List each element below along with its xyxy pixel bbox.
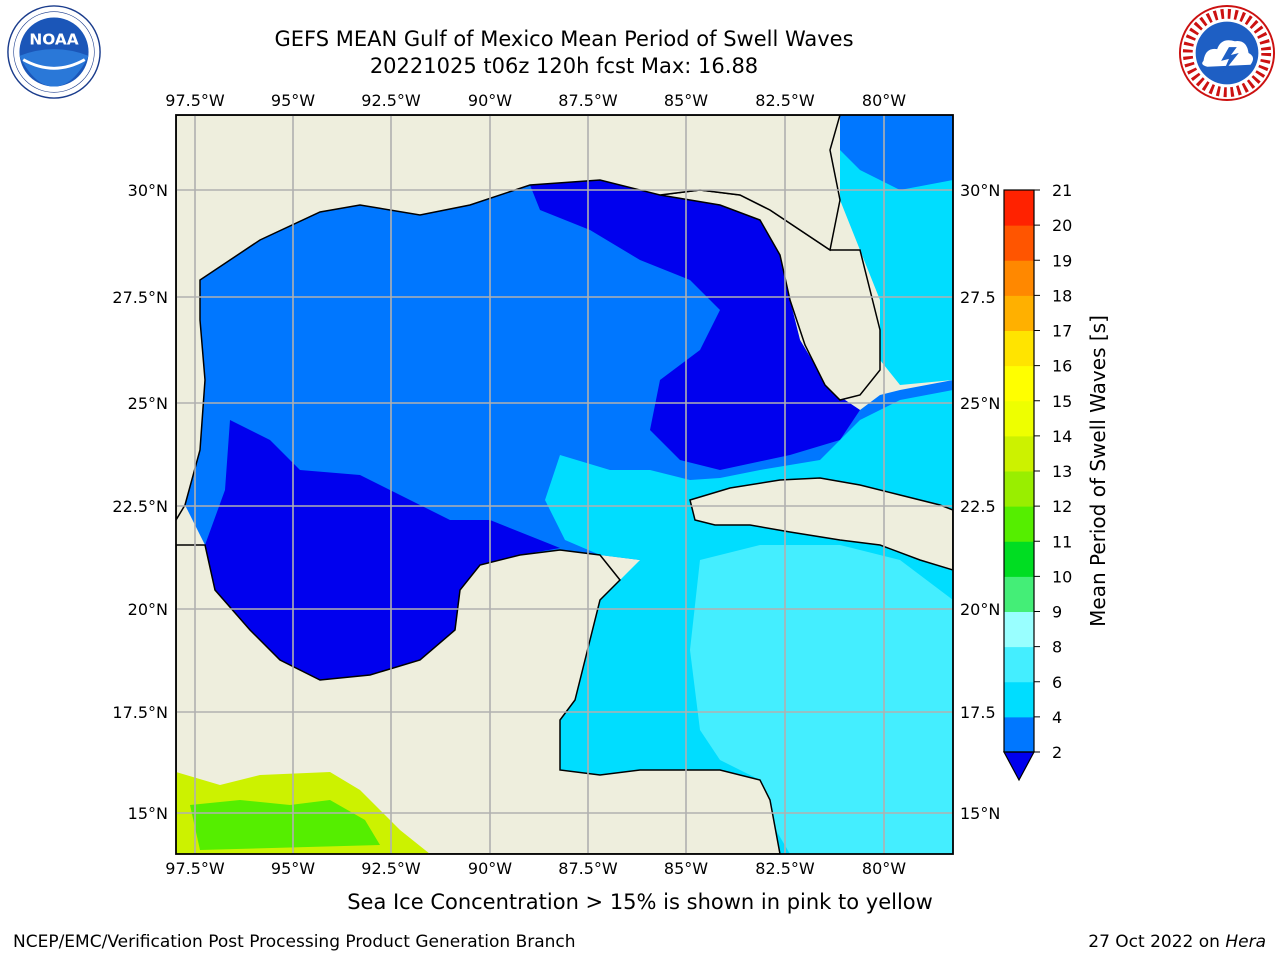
footer-date: 27 Oct 2022 on Hera (1088, 932, 1266, 952)
colorbar-tick-label: 6 (1052, 673, 1062, 692)
lon-label: 85°W (664, 859, 708, 878)
colorbar-segment (1004, 506, 1034, 542)
lon-label: 95°W (271, 859, 315, 878)
colorbar-segment (1004, 681, 1034, 718)
colorbar-tick-label: 21 (1052, 181, 1072, 200)
colorbar-tick-label: 10 (1052, 567, 1072, 586)
lat-label: 22.5 (960, 497, 996, 516)
lon-label: 92.5°W (361, 859, 421, 878)
colorbar-tick-label: 16 (1052, 357, 1072, 376)
colorbar-segment (1004, 611, 1034, 648)
lon-label: 87.5°W (558, 859, 618, 878)
svg-text:NOAA: NOAA (29, 30, 78, 48)
cuba-land (689, 477, 953, 571)
lat-label: 20°N (960, 600, 1000, 619)
colorbar-segment (1004, 400, 1034, 437)
colorbar-segment (1004, 260, 1034, 296)
colorbar-tick-label: 17 (1052, 322, 1072, 341)
lon-label: 90°W (468, 859, 512, 878)
map-area (175, 114, 954, 855)
colorbar-segment (1004, 716, 1034, 753)
lat-label: 25°N (128, 394, 168, 413)
lon-label: 82.5°W (755, 91, 815, 110)
lat-label: 30°N (960, 181, 1000, 200)
colorbar-segment (1004, 365, 1034, 402)
colorbar-tick-label: 11 (1052, 532, 1072, 551)
colorbar-segment (1004, 225, 1034, 261)
colorbar-segment (1004, 471, 1034, 507)
lat-label: 15°N (960, 804, 1000, 823)
lon-label: 85°W (664, 91, 708, 110)
chart-subtitle: 20221025 t06z 120h fcst Max: 16.88 (369, 54, 759, 78)
us-coastline (176, 115, 841, 522)
lat-label: 30°N (128, 181, 168, 200)
lat-labels-right: 30°N 27.5 25°N 22.5 20°N 17.5 15°N (960, 181, 1000, 823)
colorbar-segment (1004, 330, 1034, 367)
colorbar-segment (1004, 190, 1034, 226)
colorbar-tick-label: 12 (1052, 497, 1072, 516)
colorbar-tick-label: 9 (1052, 603, 1062, 622)
lon-labels-top: 97.5°W 95°W 92.5°W 90°W 87.5°W 85°W 82.5… (165, 91, 906, 110)
lat-label: 17.5°N (112, 703, 168, 722)
noaa-logo: NOAA (7, 5, 101, 99)
colorbar-tick-label: 20 (1052, 216, 1072, 235)
colorbar-segment (1004, 646, 1034, 683)
footer-host: Hera (1225, 932, 1266, 952)
lon-label: 80°W (862, 91, 906, 110)
lat-label: 17.5 (960, 703, 996, 722)
footer-date-text: 27 Oct 2022 on (1088, 932, 1226, 952)
lat-labels-left: 30°N 27.5°N 25°N 22.5°N 20°N 17.5°N 15°N (112, 181, 168, 823)
lon-label: 90°W (468, 91, 512, 110)
colorbar-extend-arrow (1002, 751, 1036, 782)
lon-label: 97.5°W (165, 859, 225, 878)
colorbar-segment (1004, 541, 1034, 577)
colorbar-tick-label: 13 (1052, 462, 1072, 481)
colorbar-tick-label: 15 (1052, 392, 1072, 411)
atlantic-low-band (840, 115, 953, 190)
lon-label: 95°W (271, 91, 315, 110)
colorbar-label: Mean Period of Swell Waves [s] (1086, 315, 1110, 627)
colorbar-tick-label: 4 (1052, 708, 1062, 727)
colorbar-segment (1004, 576, 1034, 612)
colorbar-segment (1004, 295, 1034, 331)
lon-label: 80°W (862, 859, 906, 878)
lat-label: 25°N (960, 394, 1000, 413)
lat-label: 27.5°N (112, 288, 168, 307)
map-grid (176, 115, 953, 854)
map-frame (175, 114, 954, 855)
higher-period-patch (690, 545, 953, 854)
lon-label: 87.5°W (558, 91, 618, 110)
lat-label: 27.5 (960, 288, 996, 307)
lat-label: 15°N (128, 804, 168, 823)
chart-title: GEFS MEAN Gulf of Mexico Mean Period of … (274, 27, 854, 51)
colorbar: 2 4 6 8 9 10 11 12 13 14 15 16 17 18 19 20 21 (1002, 181, 1072, 782)
colorbar-segment (1004, 435, 1034, 472)
lon-labels-bottom: 97.5°W 95°W 92.5°W 90°W 87.5°W 85°W 82.5… (165, 859, 906, 878)
lon-label: 92.5°W (361, 91, 421, 110)
footer-credit: NCEP/EMC/Verification Post Processing Pr… (13, 932, 576, 952)
lat-label: 22.5°N (112, 497, 168, 516)
colorbar-tick-label: 19 (1052, 251, 1072, 270)
colorbar-tick-label: 18 (1052, 286, 1072, 305)
colorbar-tick-label: 14 (1052, 427, 1072, 446)
lon-label: 82.5°W (755, 859, 815, 878)
lon-label: 97.5°W (165, 91, 225, 110)
nws-logo (1178, 4, 1276, 102)
lat-label: 20°N (128, 600, 168, 619)
colorbar-tick-label: 8 (1052, 638, 1062, 657)
colorbar-tick-label: 2 (1052, 743, 1062, 762)
sea-ice-note: Sea Ice Concentration > 15% is shown in … (347, 890, 933, 914)
low-period-region-east (530, 180, 860, 470)
